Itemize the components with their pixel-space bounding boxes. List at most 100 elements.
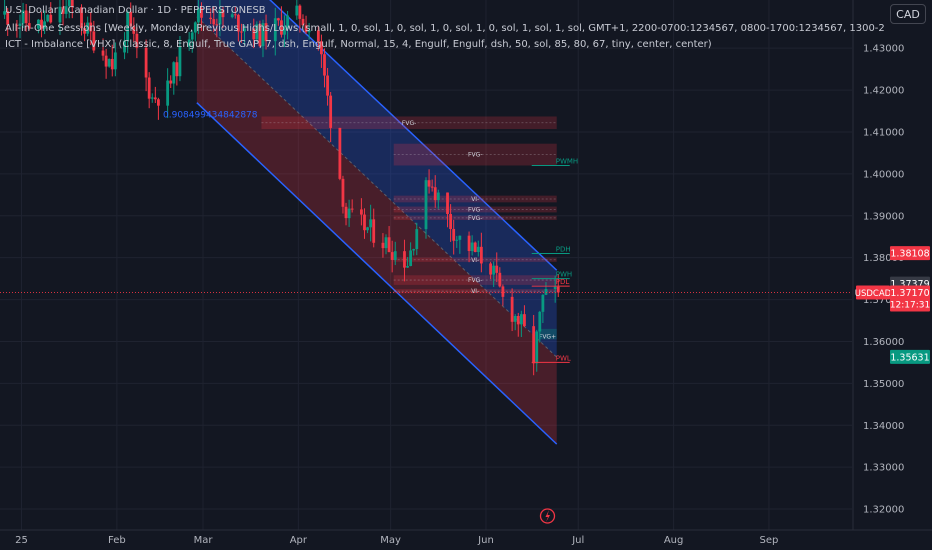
price-badge-label: 1.37379 — [890, 279, 929, 290]
candle-body — [455, 239, 459, 241]
candle-body — [21, 10, 25, 24]
fvg-zones: FVG- FVG- VI- FVG- FVG- VI- FVG- VI- — [261, 116, 557, 295]
candle-body — [126, 11, 130, 41]
candle-body — [347, 208, 351, 219]
fvg-zone — [393, 195, 557, 203]
candle-body — [92, 31, 96, 51]
candle-body — [492, 265, 496, 275]
candle-body — [43, 21, 46, 29]
x-tick-label: Sep — [760, 535, 779, 546]
candle-body — [129, 11, 133, 27]
price-axis-background — [853, 0, 932, 550]
candle-body — [240, 31, 243, 33]
candle-body — [286, 15, 289, 29]
symbol-badge — [856, 285, 890, 300]
candle-body — [449, 214, 453, 229]
currency-button[interactable]: CAD — [890, 4, 926, 24]
candle-body — [178, 46, 182, 77]
sessions-indicator-legend[interactable]: All-in-One Sessions [Weekly, Monday, Pre… — [5, 23, 885, 34]
fvg-label: VI- — [471, 257, 479, 264]
candle-body — [470, 242, 474, 252]
x-tick-label: Jul — [571, 535, 584, 546]
imbalance-indicator-legend[interactable]: ICT - Imbalance [VHX] (Classic, 8, Engul… — [5, 39, 712, 50]
candle-body — [338, 127, 342, 179]
x-tick-label: Apr — [290, 535, 308, 546]
candle-body — [387, 237, 391, 253]
candle-body — [446, 192, 449, 215]
candle-body — [538, 311, 542, 332]
candle-body — [46, 14, 50, 22]
candle-body — [80, 7, 83, 29]
candle-body — [473, 242, 477, 253]
fvg-bull-zone — [538, 328, 557, 340]
candle-body — [221, 9, 225, 18]
candle-body — [283, 28, 286, 35]
y-tick-label: 1.32000 — [863, 505, 904, 516]
candle-body — [196, 8, 200, 23]
current-price-value: 1.37170 — [890, 288, 929, 299]
candle-body — [320, 41, 323, 55]
candle-body — [252, 28, 256, 40]
y-tick-label: 1.38000 — [863, 253, 904, 264]
candle-body — [390, 252, 394, 260]
price-badge — [890, 349, 930, 364]
candle-body — [295, 5, 299, 16]
fvg-label: FVG- — [402, 120, 416, 127]
fvg-zone — [261, 116, 557, 130]
candle-body — [495, 265, 499, 273]
symbol-badge-label: USDCAD — [855, 289, 892, 299]
candle-body — [193, 22, 197, 33]
price-badge-label: 1.35631 — [890, 352, 929, 363]
fvg-label: VI- — [471, 288, 479, 295]
candle-body — [541, 294, 545, 312]
candle-body — [415, 229, 419, 250]
candle-body — [83, 28, 86, 34]
candle-body — [18, 23, 22, 26]
candle-body — [243, 28, 246, 32]
candle-body — [233, 14, 237, 16]
candle-body — [255, 24, 259, 40]
y-tick-label: 1.36000 — [863, 337, 904, 348]
x-tick-label: Feb — [108, 535, 126, 546]
fvg-bull-label: FVG+ — [539, 333, 556, 340]
candle-body — [433, 187, 437, 201]
level-label: PDL — [556, 278, 570, 286]
candle-body — [264, 23, 268, 42]
y-tick-label: 1.35000 — [863, 379, 904, 390]
candle-body — [360, 209, 363, 215]
candle-body — [27, 23, 31, 29]
channel-lower-line — [196, 102, 558, 445]
candle-body — [15, 24, 19, 26]
candle-body — [501, 286, 505, 297]
candle-body — [406, 266, 409, 268]
bar-countdown: 12:17:31 — [890, 300, 930, 310]
time-axis-background — [0, 530, 932, 550]
channel-upper-line — [269, 0, 558, 271]
candle-body — [200, 8, 203, 18]
candle-body — [113, 52, 117, 70]
symbol-legend[interactable]: U.S. Dollar / Canadian Dollar · 1D · PEP… — [5, 5, 266, 16]
candle-body — [467, 235, 471, 252]
candle-body — [409, 250, 413, 267]
candle-body — [215, 24, 219, 26]
candle-body — [190, 32, 194, 40]
candle-body — [430, 186, 434, 188]
candle-body — [110, 58, 114, 70]
candle-body — [212, 19, 216, 25]
x-tick-label: Aug — [664, 535, 684, 546]
candle-body — [369, 219, 373, 228]
candle-body — [403, 251, 406, 268]
candle-body — [344, 206, 348, 219]
candle-body — [132, 26, 136, 34]
candle-body — [298, 5, 302, 19]
candle-body — [258, 24, 262, 47]
fvg-zone — [393, 275, 557, 285]
level-label: PWL — [556, 354, 571, 362]
candle-body — [326, 75, 329, 96]
fvg-label: FVG- — [468, 215, 482, 222]
candle-body — [366, 227, 369, 231]
fvg-zone — [393, 215, 557, 220]
candle-body — [37, 19, 40, 29]
